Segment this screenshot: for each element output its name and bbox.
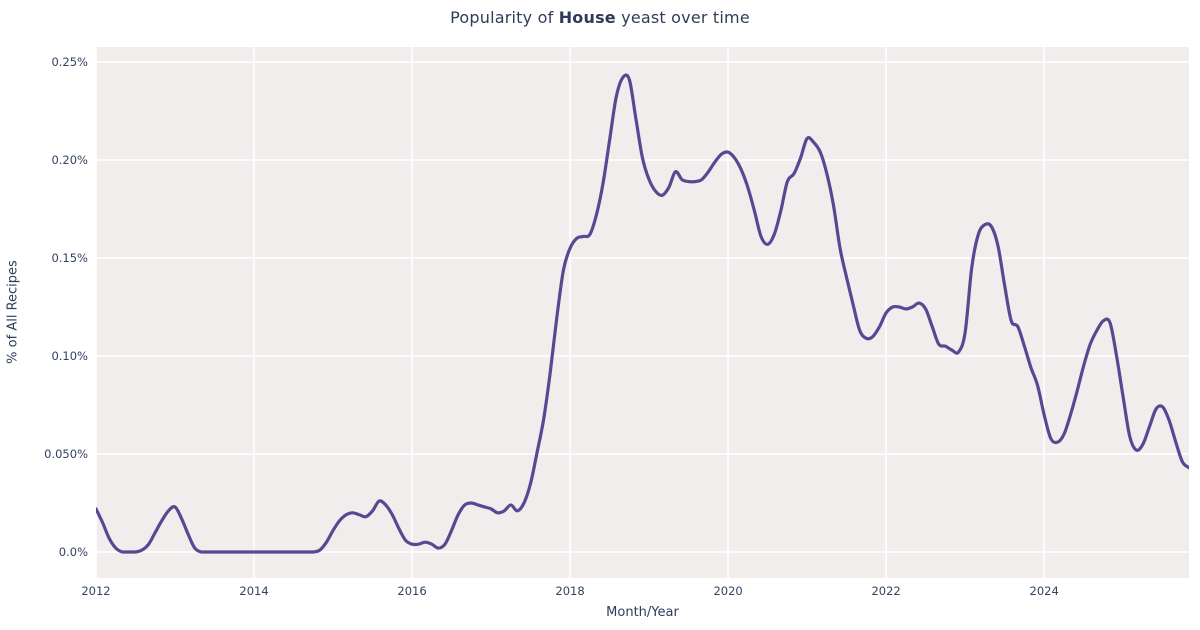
x-tick-label: 2018 (555, 584, 585, 598)
y-tick-label: 0.10% (51, 349, 88, 363)
x-tick-label: 2014 (239, 584, 269, 598)
plot-area (96, 47, 1189, 578)
x-tick-label: 2020 (713, 584, 743, 598)
chart-title: Popularity of House yeast over time (0, 8, 1200, 27)
chart-title-suffix: yeast over time (615, 8, 750, 27)
chart-title-emphasis: House (558, 8, 616, 27)
chart-title-prefix: Popularity of (450, 8, 559, 27)
x-axis-title: Month/Year (606, 605, 679, 620)
y-tick-label: 0.25% (51, 55, 88, 69)
y-tick-label: 0.0% (58, 545, 88, 559)
x-tick-label: 2016 (397, 584, 427, 598)
x-tick-label: 2022 (871, 584, 901, 598)
y-tick-label: 0.20% (51, 153, 88, 167)
y-axis-title: % of All Recipes (5, 260, 21, 364)
series-line-house (96, 73, 1189, 554)
y-tick-label: 0.050% (44, 447, 88, 461)
y-tick-label: 0.15% (51, 251, 88, 265)
x-tick-label: 2012 (81, 584, 111, 598)
x-tick-label: 2024 (1029, 584, 1059, 598)
